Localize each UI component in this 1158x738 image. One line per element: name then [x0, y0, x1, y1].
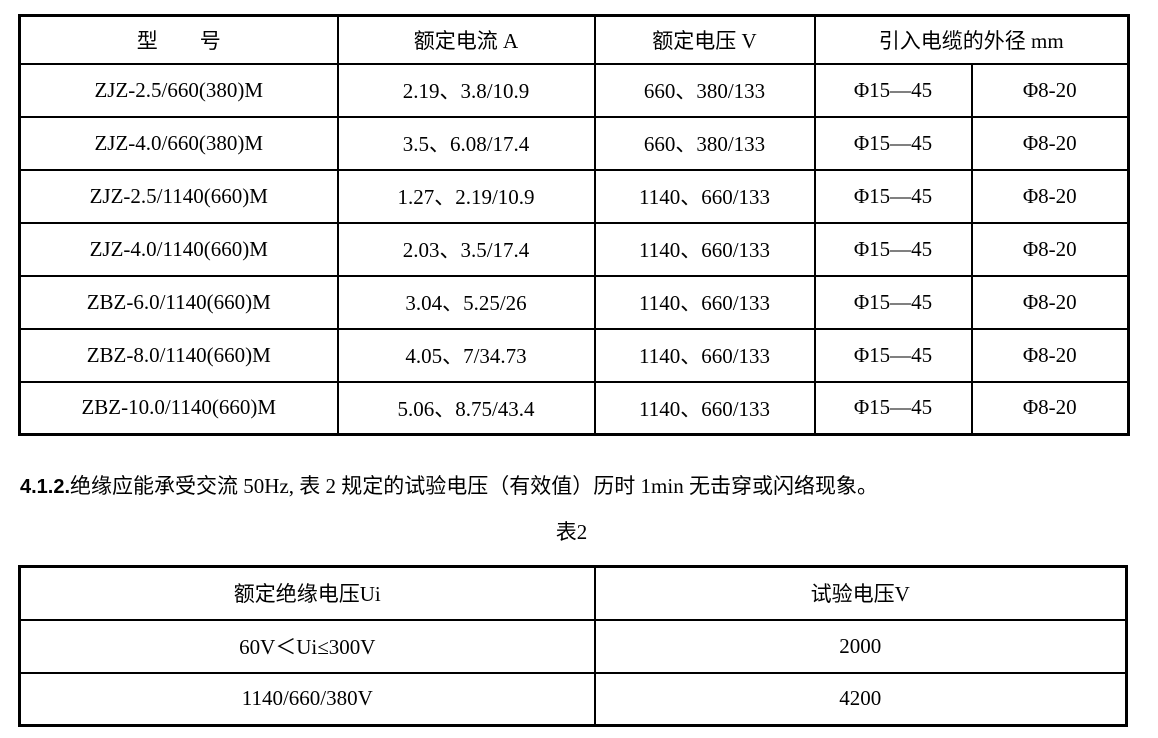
cable-big-cell: Φ15—45: [813, 380, 973, 436]
cable-big-cell: Φ15—45: [813, 327, 973, 383]
cable-small-cell: Φ8-20: [970, 380, 1130, 436]
model-cell: ZBZ-6.0/1140(660)M: [18, 274, 339, 330]
col-header-cable-diameter: 引入电缆的外径 mm: [813, 14, 1130, 65]
cable-small-cell: Φ8-20: [970, 274, 1130, 330]
cable-small-cell: Φ8-20: [970, 221, 1130, 277]
test-table-header-row: 额定绝缘电压Ui 试验电压V: [18, 565, 1128, 621]
table-row: ZJZ-2.5/1140(660)M 1.27、2.19/10.9 1140、6…: [18, 168, 1130, 224]
voltage-cell: 1140、660/133: [593, 274, 816, 330]
voltage-cell: 660、380/133: [593, 62, 816, 118]
table-row: 60V＜Ui≤300V 2000: [18, 618, 1128, 674]
model-cell: ZJZ-2.5/660(380)M: [18, 62, 339, 118]
clause-text: 绝缘应能承受交流 50Hz, 表 2 规定的试验电压（有效值）历时 1min 无…: [70, 474, 878, 498]
table-row: ZBZ-10.0/1140(660)M 5.06、8.75/43.4 1140、…: [18, 380, 1130, 436]
col-header-test-voltage: 试验电压V: [593, 565, 1128, 621]
clause-number: 4.1.2.: [20, 476, 71, 498]
voltage-cell: 1140、660/133: [593, 221, 816, 277]
current-cell: 3.04、5.25/26: [336, 274, 596, 330]
current-cell: 5.06、8.75/43.4: [336, 380, 596, 436]
clause-paragraph: 4.1.2.绝缘应能承受交流 50Hz, 表 2 规定的试验电压（有效值）历时 …: [20, 469, 1150, 504]
cable-big-cell: Φ15—45: [813, 274, 973, 330]
model-cell: ZBZ-8.0/1140(660)M: [18, 327, 339, 383]
table2-caption: 表2: [555, 520, 588, 544]
current-cell: 2.19、3.8/10.9: [336, 62, 596, 118]
model-cell: ZJZ-4.0/660(380)M: [18, 115, 339, 171]
table-row: ZBZ-8.0/1140(660)M 4.05、7/34.73 1140、660…: [18, 327, 1130, 383]
table-row: 1140/660/380V 4200: [18, 671, 1128, 727]
spec-table: 型 号 额定电流 A 额定电压 V 引入电缆的外径 mm ZJZ-2.5/660…: [18, 14, 1131, 436]
test-voltage-cell: 2000: [593, 618, 1128, 674]
col-header-insulation-voltage: 额定绝缘电压Ui: [18, 565, 596, 621]
table-row: ZJZ-4.0/1140(660)M 2.03、3.5/17.4 1140、66…: [18, 221, 1130, 277]
spec-table-header-row: 型 号 额定电流 A 额定电压 V 引入电缆的外径 mm: [18, 14, 1130, 65]
col-header-rated-voltage: 额定电压 V: [593, 14, 816, 65]
model-cell: ZJZ-4.0/1140(660)M: [18, 221, 339, 277]
current-cell: 4.05、7/34.73: [336, 327, 596, 383]
voltage-cell: 1140、660/133: [593, 168, 816, 224]
cable-big-cell: Φ15—45: [813, 221, 973, 277]
model-cell: ZJZ-2.5/1140(660)M: [18, 168, 339, 224]
col-header-model: 型 号: [18, 14, 339, 65]
cable-small-cell: Φ8-20: [970, 168, 1130, 224]
cable-big-cell: Φ15—45: [813, 62, 973, 118]
table-row: ZJZ-2.5/660(380)M 2.19、3.8/10.9 660、380/…: [18, 62, 1130, 118]
model-cell: ZBZ-10.0/1140(660)M: [18, 380, 339, 436]
cable-small-cell: Φ8-20: [970, 115, 1130, 171]
table-row: ZBZ-6.0/1140(660)M 3.04、5.25/26 1140、660…: [18, 274, 1130, 330]
current-cell: 3.5、6.08/17.4: [336, 115, 596, 171]
insulation-voltage-cell: 60V＜Ui≤300V: [18, 618, 596, 674]
test-voltage-cell: 4200: [593, 671, 1128, 727]
cable-small-cell: Φ8-20: [970, 62, 1130, 118]
current-cell: 2.03、3.5/17.4: [336, 221, 596, 277]
cable-big-cell: Φ15—45: [813, 168, 973, 224]
test-voltage-table: 额定绝缘电压Ui 试验电压V 60V＜Ui≤300V 2000 1140/660…: [18, 565, 1128, 727]
voltage-cell: 660、380/133: [593, 115, 816, 171]
insulation-voltage-cell: 1140/660/380V: [18, 671, 596, 727]
col-header-rated-current: 额定电流 A: [336, 14, 596, 65]
cable-small-cell: Φ8-20: [970, 327, 1130, 383]
voltage-cell: 1140、660/133: [593, 380, 816, 436]
voltage-cell: 1140、660/133: [593, 327, 816, 383]
table-row: ZJZ-4.0/660(380)M 3.5、6.08/17.4 660、380/…: [18, 115, 1130, 171]
cable-big-cell: Φ15—45: [813, 115, 973, 171]
current-cell: 1.27、2.19/10.9: [336, 168, 596, 224]
